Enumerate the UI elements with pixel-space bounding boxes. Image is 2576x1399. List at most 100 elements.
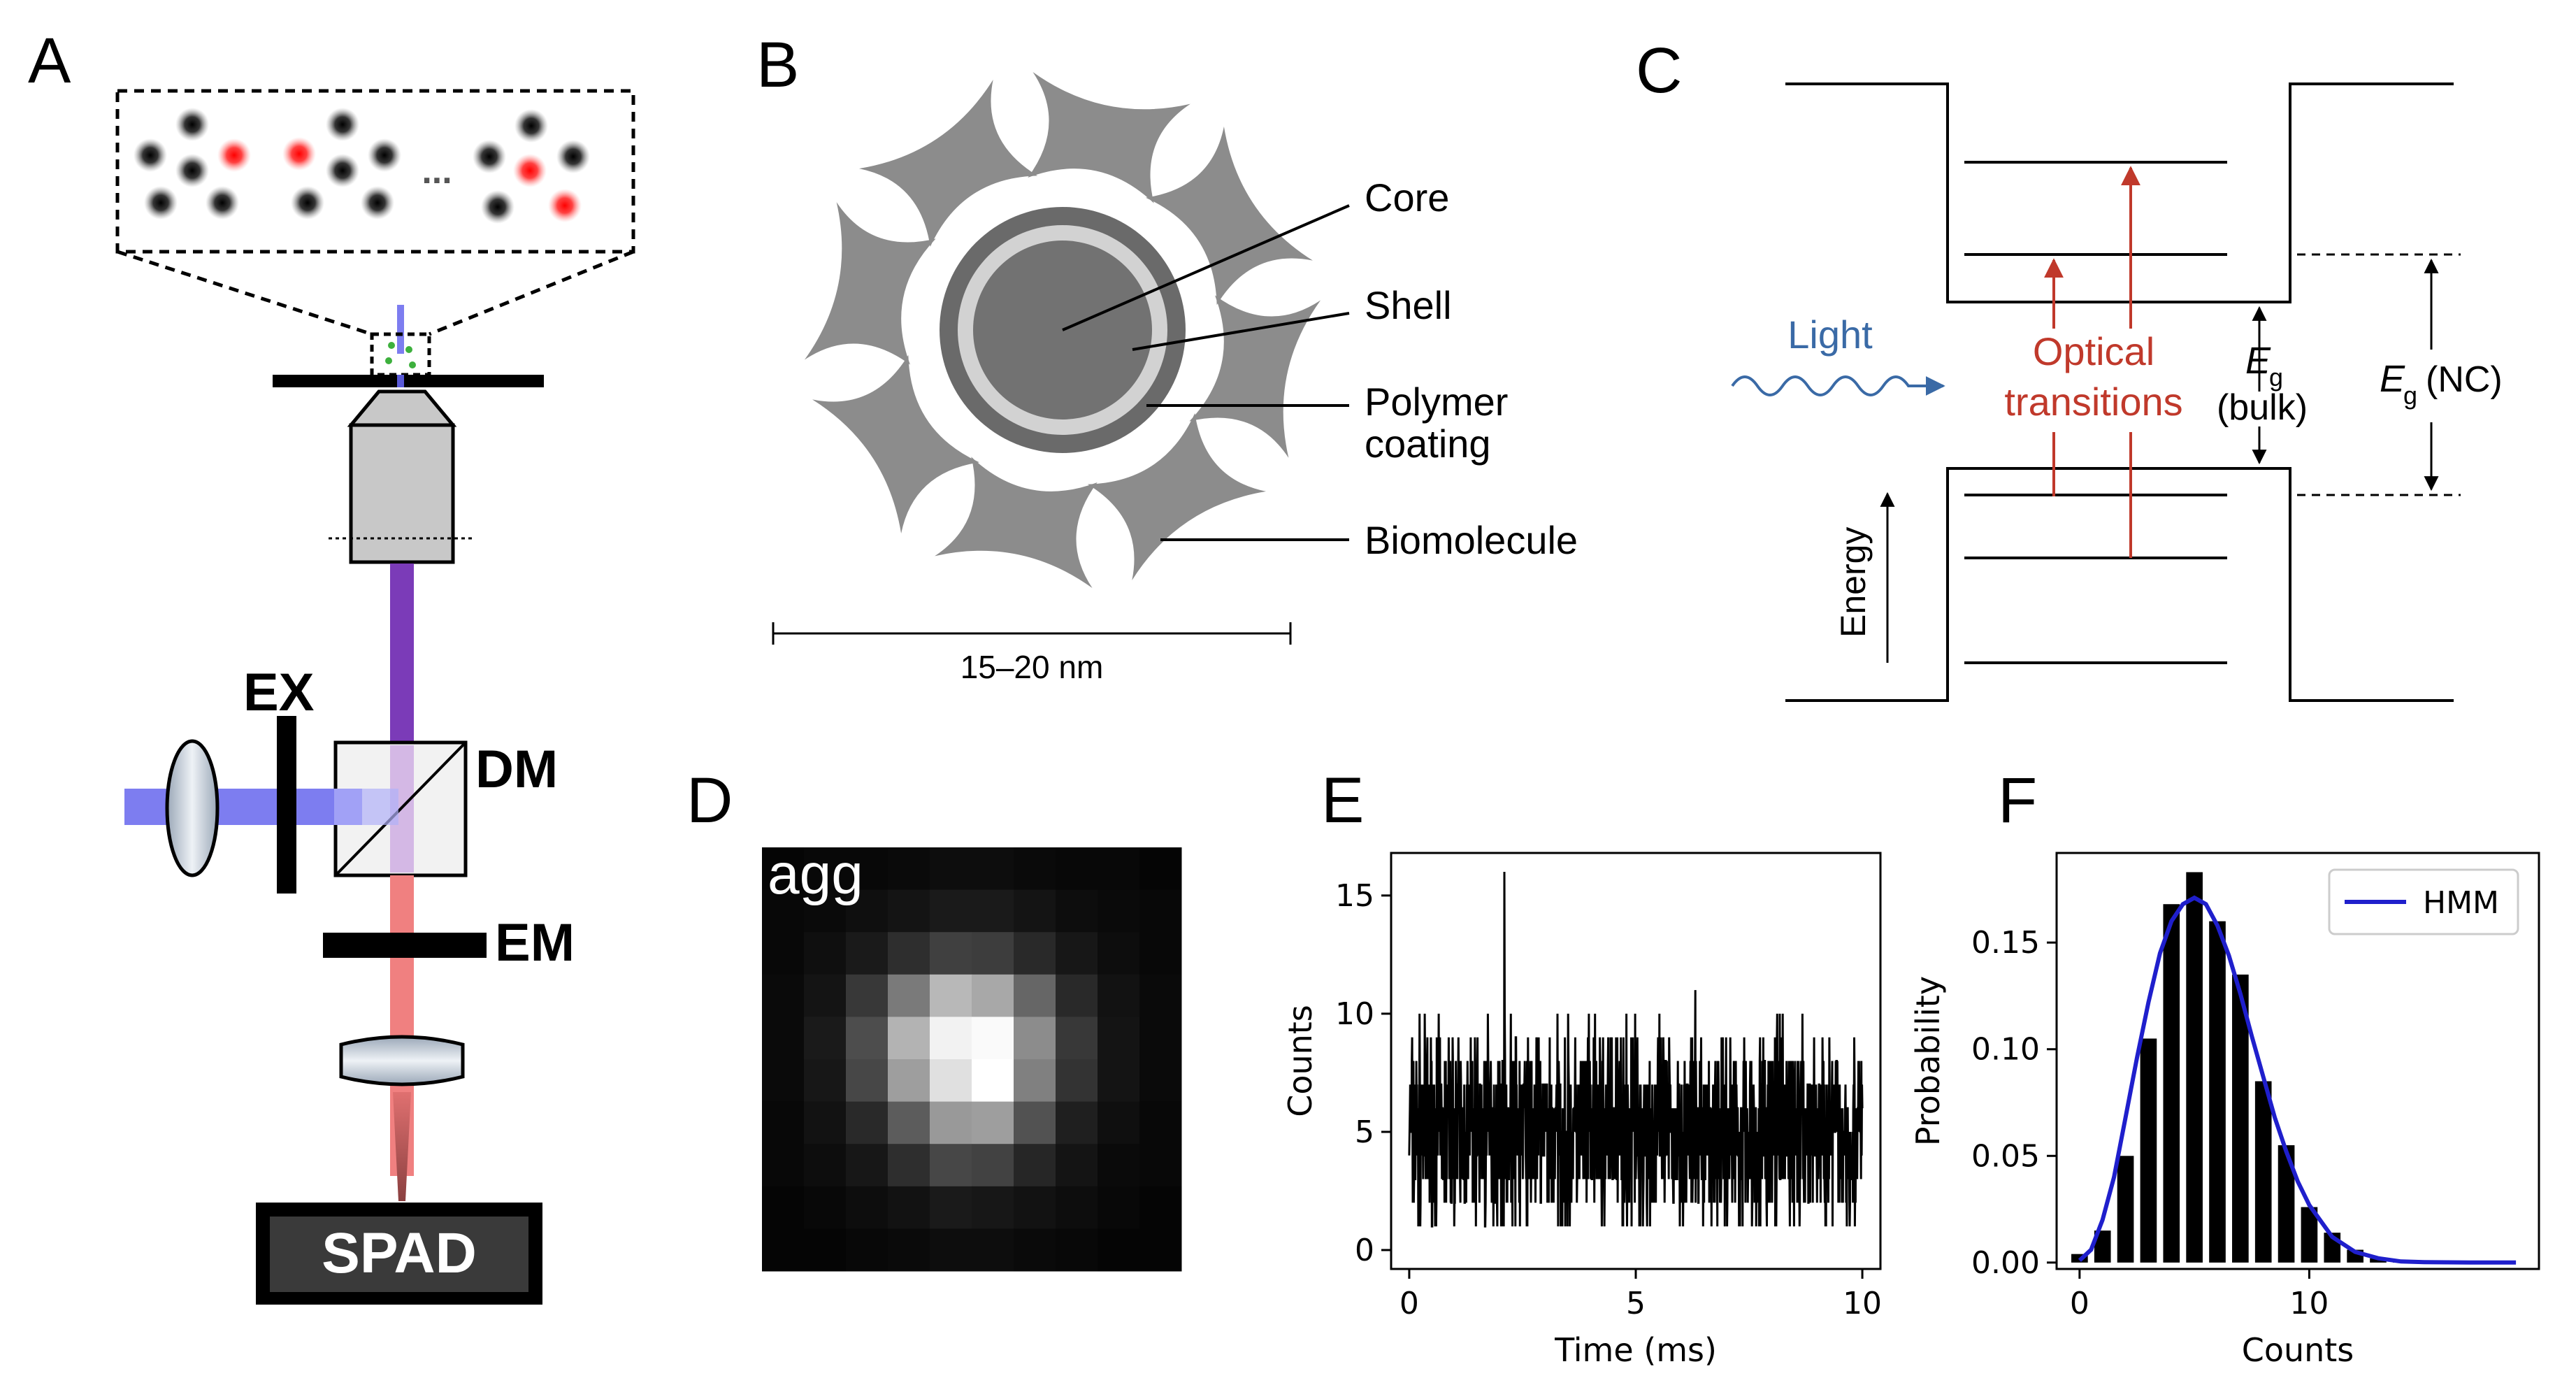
polymer-label-1: Polymer xyxy=(1365,380,1508,424)
pixel xyxy=(1056,847,1098,891)
pixel xyxy=(846,932,888,975)
zoom-line-left xyxy=(117,250,373,336)
y-tick-label: 0 xyxy=(1355,1233,1374,1268)
panel-d-letter: D xyxy=(686,765,733,836)
pixel xyxy=(930,974,972,1017)
histogram-bar xyxy=(2209,921,2226,1263)
pixel xyxy=(804,974,847,1017)
core-label: Core xyxy=(1365,175,1449,220)
pixel xyxy=(762,1017,805,1060)
pixel xyxy=(888,1017,930,1060)
pixel xyxy=(1056,1017,1098,1060)
pixel xyxy=(762,932,805,975)
pixel xyxy=(888,847,930,891)
optical-label-1: Optical xyxy=(2033,329,2154,373)
biomolecule-shape xyxy=(812,354,980,534)
shell-label: Shell xyxy=(1365,283,1452,327)
pixel xyxy=(888,974,930,1017)
emission-filter xyxy=(323,933,487,958)
x-tick-label: 0 xyxy=(2070,1286,2089,1321)
y-tick-label: 0.00 xyxy=(1971,1245,2040,1281)
sample-region-box xyxy=(370,332,431,377)
em-label: EM xyxy=(495,913,575,973)
excitation-beam xyxy=(124,789,362,825)
biomolecule-shape xyxy=(1189,295,1321,458)
histogram-bar xyxy=(2186,872,2203,1263)
pixel xyxy=(1014,889,1056,933)
focusing-lens xyxy=(339,1035,465,1086)
y-tick-label: 15 xyxy=(1335,878,1374,914)
excitation-lens xyxy=(165,739,220,877)
excitation-filter xyxy=(277,716,296,894)
pixel xyxy=(1139,1101,1182,1145)
pixel xyxy=(1139,1059,1182,1103)
biomolecule-ring xyxy=(804,71,1321,589)
histogram-bar xyxy=(2301,1207,2318,1263)
pixel xyxy=(846,1186,888,1229)
panel-f-letter: F xyxy=(1998,765,2037,836)
x-axis-label: Counts xyxy=(2242,1331,2354,1369)
light-wave xyxy=(1731,375,1945,396)
combined-beam xyxy=(390,564,414,742)
pixel xyxy=(1056,889,1098,933)
core-leader xyxy=(1062,204,1350,331)
pixel xyxy=(1139,932,1182,975)
pixel xyxy=(1139,847,1182,891)
pixel xyxy=(846,1017,888,1060)
panel-b: B Core Shell Polymer coating Biomolecule… xyxy=(756,29,1578,685)
pixel xyxy=(1056,1101,1098,1145)
pixel xyxy=(1014,1101,1056,1145)
pixel xyxy=(1139,889,1182,933)
pixel xyxy=(804,889,847,933)
pixel xyxy=(804,847,847,891)
pixel xyxy=(1014,974,1056,1017)
pixel xyxy=(930,1228,972,1272)
biomolecule-shape xyxy=(935,457,1098,589)
excitation-tip xyxy=(397,305,404,354)
shell-leader xyxy=(1132,312,1350,351)
hmm-fit-line xyxy=(2078,895,2517,1265)
panel-c-letter: C xyxy=(1636,35,1682,106)
pixel xyxy=(888,889,930,933)
pixel xyxy=(1014,1186,1056,1229)
panel-c: C Optical transitions Light E g (bulk) E… xyxy=(1636,35,2503,702)
inset-ellipsis: ... xyxy=(422,151,452,192)
pixel xyxy=(930,1101,972,1145)
pixel xyxy=(762,1059,805,1103)
pixel xyxy=(804,1101,847,1145)
pixel xyxy=(804,1059,847,1103)
pixel xyxy=(1056,1059,1098,1103)
pixel xyxy=(972,1059,1014,1103)
aggregate-image xyxy=(762,847,1182,1272)
histogram-bar xyxy=(2094,1231,2111,1263)
histogram-bar xyxy=(2232,974,2249,1263)
pixel xyxy=(888,1144,930,1187)
pixel xyxy=(1098,1059,1140,1103)
objective-lens xyxy=(349,423,455,564)
pixel xyxy=(1056,932,1098,975)
pixel xyxy=(1056,974,1098,1017)
biomolecule-shape xyxy=(1087,412,1267,580)
pixel xyxy=(888,1186,930,1229)
scale-label: 15–20 nm xyxy=(960,649,1104,685)
pixel xyxy=(846,1144,888,1187)
pixel xyxy=(1139,1186,1182,1229)
eg-nc-sub: g xyxy=(2403,381,2417,410)
histogram-bar xyxy=(2140,1038,2157,1263)
histogram-bar xyxy=(2163,904,2180,1263)
pixel xyxy=(888,932,930,975)
pixel xyxy=(972,1017,1014,1060)
pixel xyxy=(804,1228,847,1272)
y-tick-label: 10 xyxy=(1335,996,1374,1032)
panel-e: E 0 5 10 0 5 10 15 Time (ms) Counts xyxy=(1281,765,1882,1369)
x-tick-label: 0 xyxy=(1399,1286,1419,1321)
y-tick-label: 5 xyxy=(1355,1114,1374,1150)
pixel xyxy=(1098,974,1140,1017)
eg-bulk-label: (bulk) xyxy=(2217,387,2308,428)
pixel xyxy=(804,1186,847,1229)
pixel xyxy=(762,1144,805,1187)
emitter-dots xyxy=(134,108,590,224)
pixel xyxy=(1139,974,1182,1017)
pixel xyxy=(972,1228,1014,1272)
